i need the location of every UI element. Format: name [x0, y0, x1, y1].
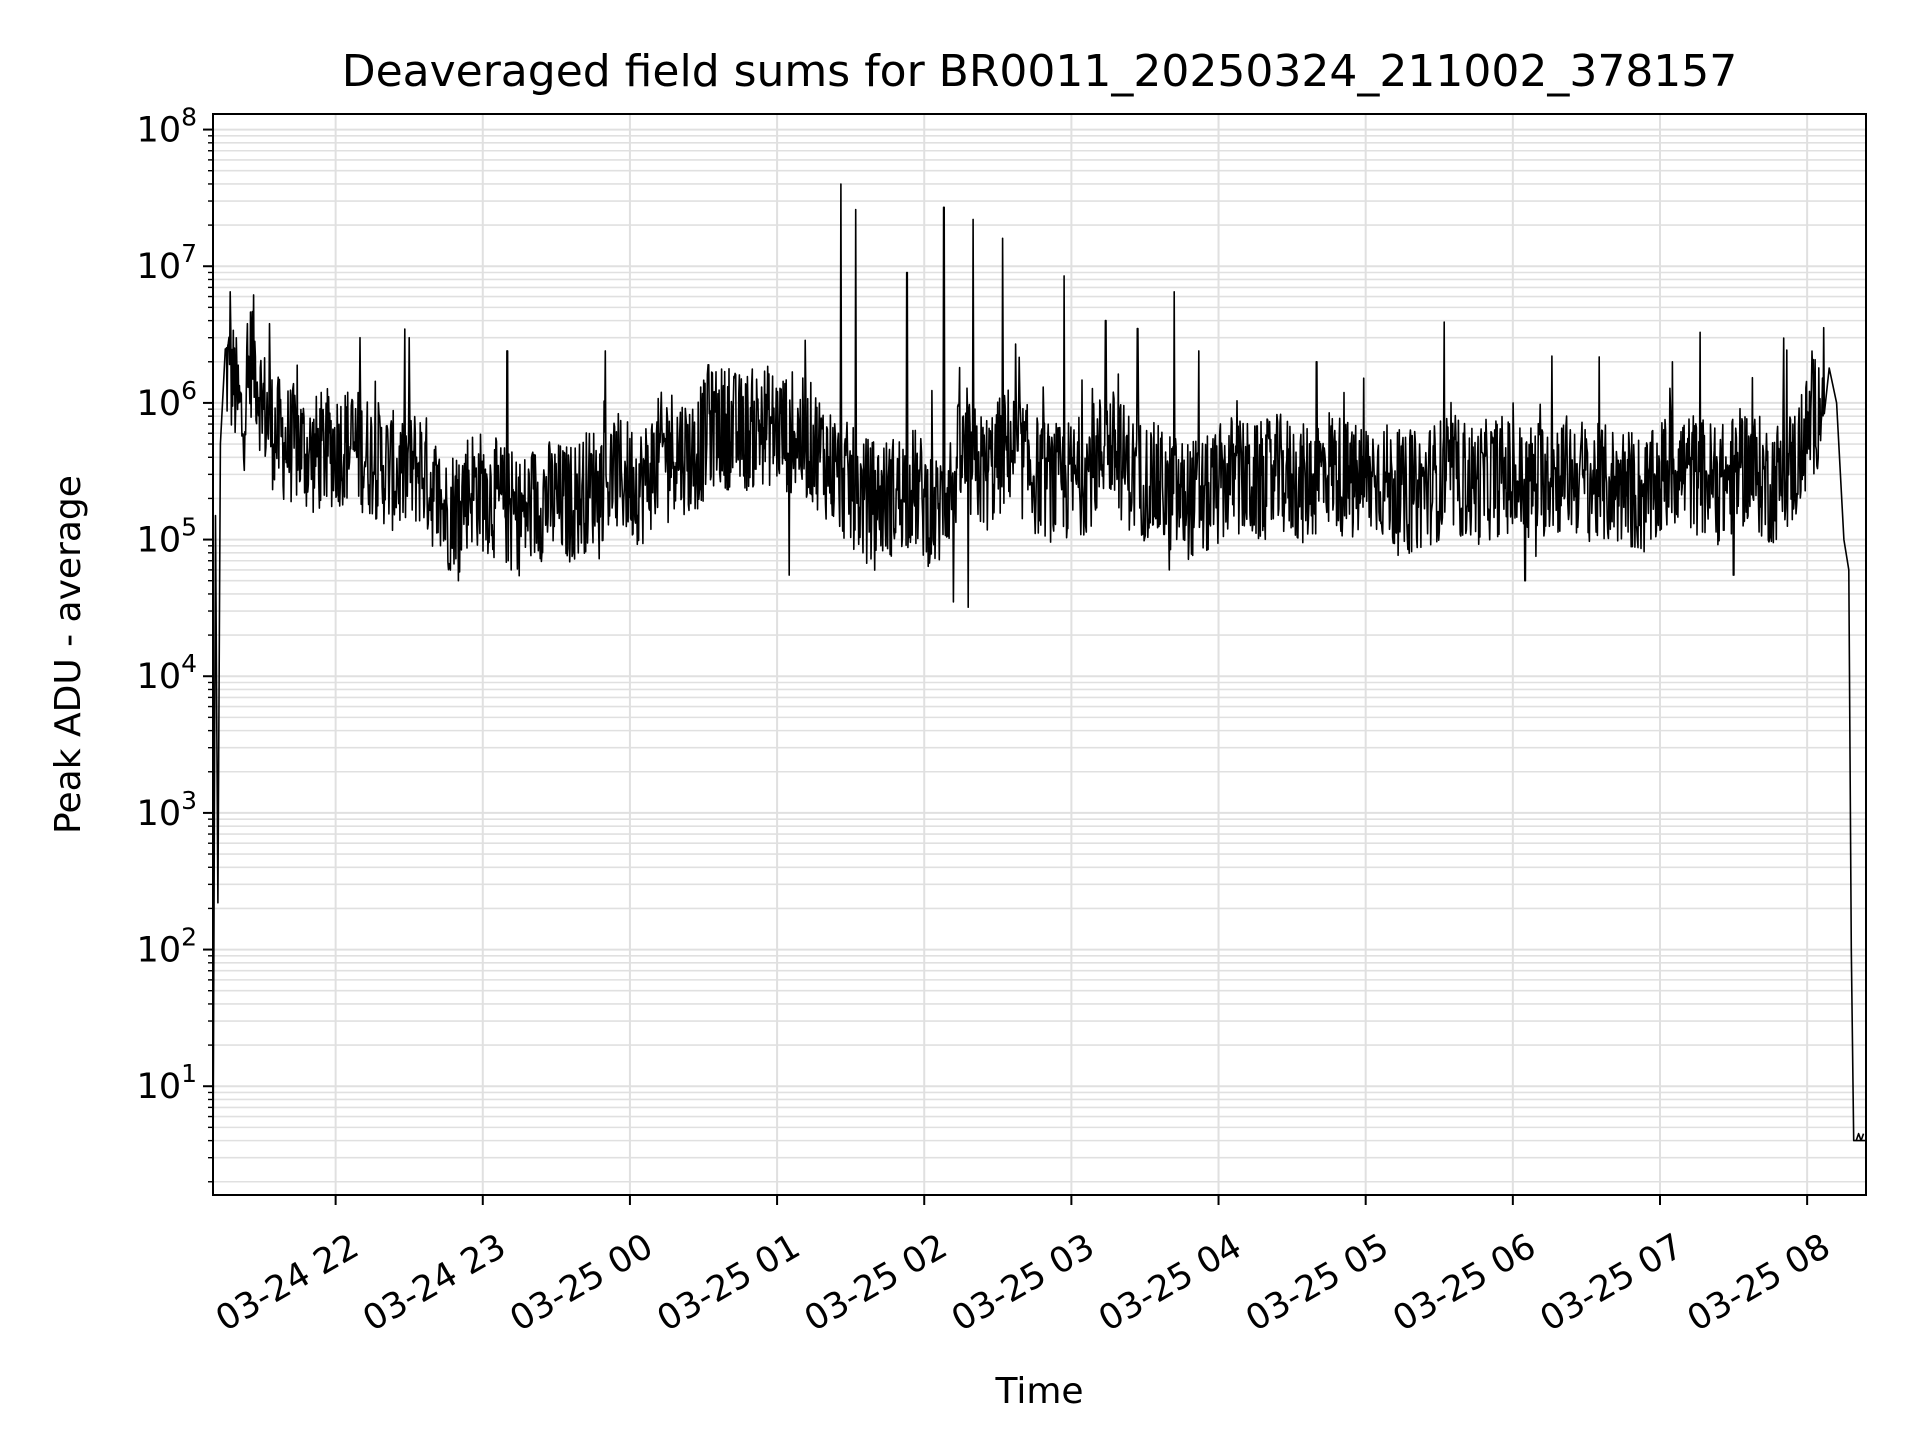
- grid: [213, 114, 1866, 1195]
- x-tick-label: 03-25 06: [1387, 1226, 1543, 1339]
- x-axis-label: Time: [994, 1371, 1083, 1412]
- y-tick-label: 102: [137, 923, 197, 971]
- y-tick-label: 101: [137, 1059, 197, 1107]
- x-tick-label: 03-25 04: [1092, 1226, 1248, 1339]
- data-line-layer: [212, 183, 1867, 1182]
- x-tick-label: 03-25 00: [504, 1226, 660, 1339]
- x-tick-label: 03-25 01: [651, 1226, 807, 1339]
- series-line: [212, 183, 1867, 1182]
- chart-title: Deaveraged field sums for BR0011_2025032…: [342, 46, 1738, 97]
- y-tick-label: 108: [137, 103, 197, 151]
- y-tick-label: 107: [137, 239, 197, 287]
- y-axis-label: Peak ADU - average: [48, 475, 89, 834]
- x-tick-label: 03-25 05: [1239, 1226, 1395, 1339]
- y-tick-label: 105: [137, 513, 197, 561]
- y-tick-label: 104: [137, 649, 197, 697]
- x-tick-label: 03-24 23: [356, 1226, 512, 1339]
- x-tick-label: 03-25 08: [1681, 1226, 1837, 1339]
- x-tick-label: 03-24 22: [209, 1226, 365, 1339]
- y-tick-label: 103: [137, 786, 197, 834]
- x-tick-label: 03-25 02: [798, 1226, 954, 1339]
- x-tick-label: 03-25 03: [945, 1226, 1101, 1339]
- plot-frame: [212, 113, 1867, 1196]
- y-tick-label: 106: [137, 376, 197, 424]
- x-tick-label: 03-25 07: [1534, 1226, 1690, 1339]
